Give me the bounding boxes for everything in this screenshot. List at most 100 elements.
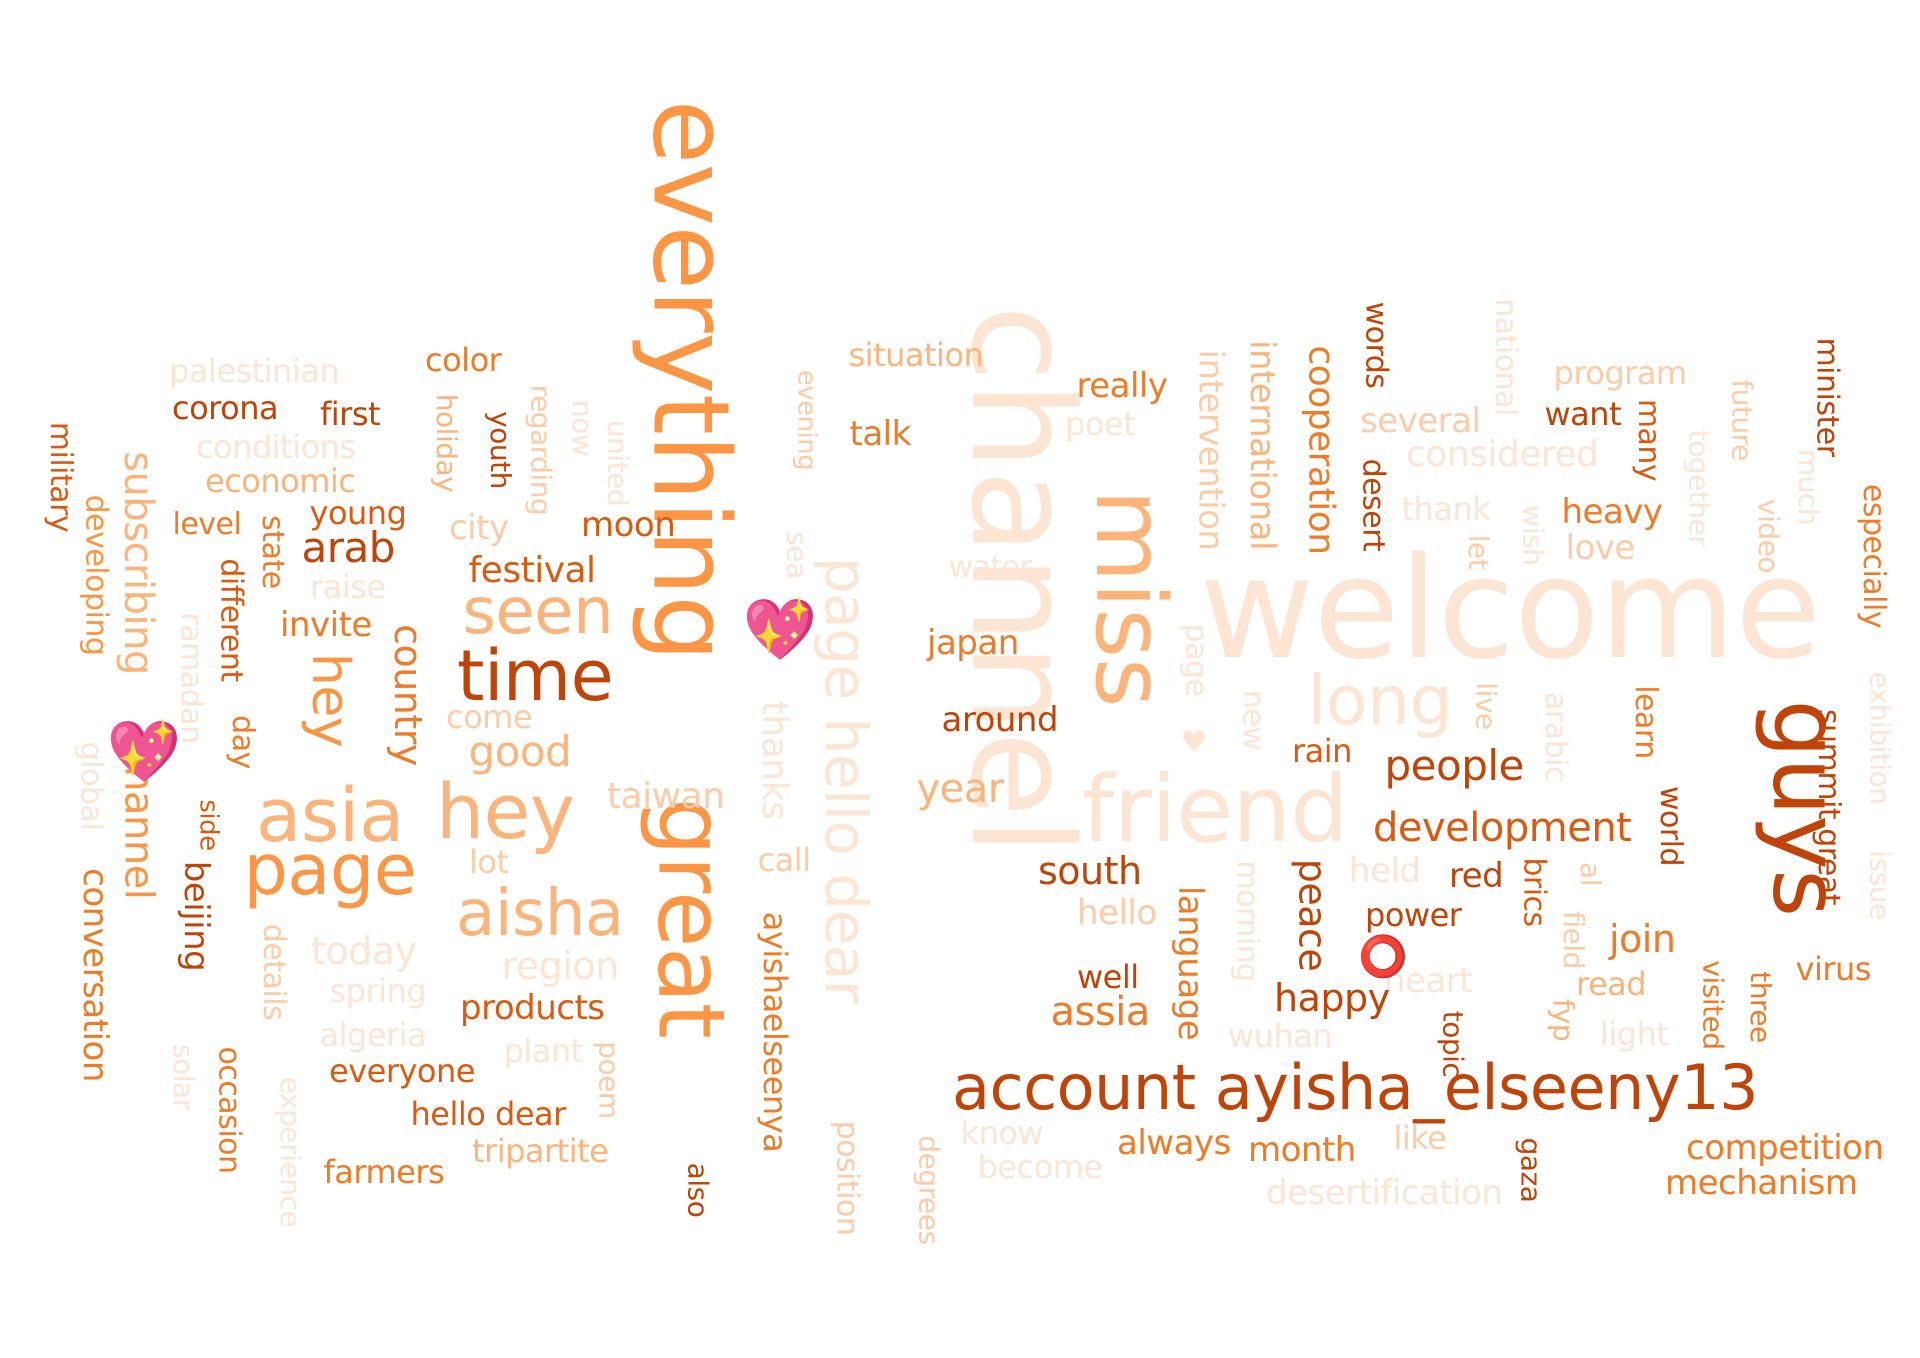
cloud-word: water: [948, 550, 1032, 585]
cloud-word: field: [1556, 911, 1590, 969]
cloud-word: miss: [1074, 488, 1187, 708]
cloud-word: arabic: [1537, 692, 1573, 782]
cloud-word: corona: [172, 389, 279, 427]
cloud-word: evening: [790, 369, 821, 471]
cloud-word: aisha: [456, 877, 624, 951]
cloud-word: economic: [205, 462, 356, 500]
cloud-word: hey: [300, 652, 361, 748]
cloud-word: military: [43, 421, 79, 533]
cloud-word: people: [1384, 741, 1525, 790]
cloud-word: page hello dear: [812, 556, 881, 1004]
cloud-word: south: [1038, 849, 1142, 893]
cloud-word: competition: [1686, 1128, 1884, 1168]
cloud-word: issue: [1863, 850, 1897, 920]
cloud-word: program: [1553, 354, 1688, 392]
cloud-word: beijing: [176, 860, 217, 972]
cloud-word: invite: [280, 605, 372, 645]
cloud-word: mechanism: [1665, 1163, 1858, 1203]
cloud-word: youth: [483, 411, 517, 489]
cloud-word: united: [601, 419, 635, 507]
cloud-word: friend: [1082, 756, 1349, 863]
cloud-word: holiday: [430, 393, 464, 493]
cloud-word: regarding: [523, 384, 557, 516]
cloud-word: color: [425, 341, 502, 379]
cloud-word: fyp: [1547, 998, 1581, 1042]
small-heart-icon: ♥: [1180, 725, 1208, 760]
cloud-word: come: [446, 698, 533, 736]
sparkling-heart-icon: 💖: [106, 717, 182, 787]
cloud-word: conditions: [196, 428, 356, 466]
cloud-word: great: [636, 797, 744, 1039]
cloud-word: wish: [1516, 504, 1550, 566]
cloud-word: world: [1653, 785, 1689, 867]
cloud-word: national: [1487, 298, 1523, 416]
cloud-word: summit great: [1811, 708, 1847, 906]
cloud-word: subscribing: [114, 451, 161, 675]
cloud-word: developing: [77, 494, 113, 656]
cloud-word: become: [977, 1148, 1104, 1186]
cloud-word: intervention: [1189, 349, 1230, 551]
cloud-word: around: [941, 700, 1059, 740]
cloud-word: live: [1469, 682, 1503, 730]
cloud-word: spring: [329, 972, 427, 1010]
cloud-word: learn: [1627, 685, 1663, 759]
cloud-word: desertification: [1266, 1173, 1503, 1213]
cloud-word: global: [72, 741, 108, 831]
cloud-word: well: [1077, 958, 1139, 996]
cloud-word: today: [311, 929, 417, 973]
cloud-word: state: [254, 515, 290, 589]
cloud-word: minister: [1809, 337, 1845, 457]
cloud-word: wuhan: [1228, 1017, 1333, 1055]
cloud-word: join: [1609, 917, 1676, 961]
cloud-word: development: [1373, 805, 1632, 851]
cloud-word: time: [457, 635, 614, 717]
cloud-word: page: [1177, 623, 1213, 697]
cloud-word: degrees: [912, 1135, 946, 1245]
cloud-word: solar: [166, 1044, 200, 1110]
cloud-word: talk: [849, 414, 912, 454]
cloud-word: rain: [1292, 732, 1352, 770]
cloud-word: hello: [1077, 893, 1157, 933]
cloud-word: cooperation: [1300, 345, 1342, 555]
cloud-word: future: [1725, 379, 1759, 461]
cloud-word: details: [256, 923, 292, 1021]
cloud-word: also: [680, 1162, 714, 1218]
cloud-word: video: [1751, 499, 1785, 573]
cloud-word: al: [1573, 862, 1607, 886]
cloud-word: considered: [1406, 434, 1599, 475]
cloud-word: arab: [301, 523, 396, 572]
cloud-word: everything: [629, 99, 752, 661]
cloud-word: love: [1565, 528, 1636, 568]
cloud-word: palestinian: [169, 352, 340, 390]
cloud-word: first: [320, 395, 381, 433]
cloud-word: really: [1076, 366, 1169, 406]
cloud-word: experience: [274, 1076, 308, 1228]
cloud-word: light: [1600, 1015, 1669, 1053]
cloud-word: taiwan: [607, 776, 725, 817]
cloud-word: raise: [310, 568, 386, 606]
cloud-word: situation: [848, 336, 984, 374]
cloud-word: many: [1631, 398, 1667, 482]
cloud-word: three: [1743, 971, 1777, 1043]
cloud-word: festival: [468, 550, 597, 591]
cloud-word: sea: [780, 531, 814, 579]
cloud-word: page: [243, 829, 417, 911]
cloud-word: asia: [256, 773, 404, 859]
cloud-word: plant: [503, 1032, 584, 1070]
cloud-word: young: [309, 494, 407, 532]
cloud-word: words: [1357, 301, 1393, 389]
cloud-word: held: [1349, 851, 1421, 891]
cloud-word: country: [385, 624, 430, 766]
cloud-word: farmers: [323, 1153, 445, 1191]
cloud-word: like: [1393, 1119, 1447, 1157]
cloud-word: japan: [927, 623, 1019, 663]
cloud-word: conversation: [74, 868, 115, 1082]
cloud-word: much: [1792, 448, 1826, 526]
cloud-word: power: [1365, 896, 1462, 934]
cloud-word: happy: [1274, 976, 1390, 1020]
cloud-word: thanks: [754, 700, 796, 820]
cloud-word: position: [828, 1120, 864, 1236]
cloud-word: moon: [581, 505, 676, 545]
red-circle-icon: ⭕: [1358, 934, 1408, 980]
cloud-word: peace: [1289, 858, 1334, 972]
